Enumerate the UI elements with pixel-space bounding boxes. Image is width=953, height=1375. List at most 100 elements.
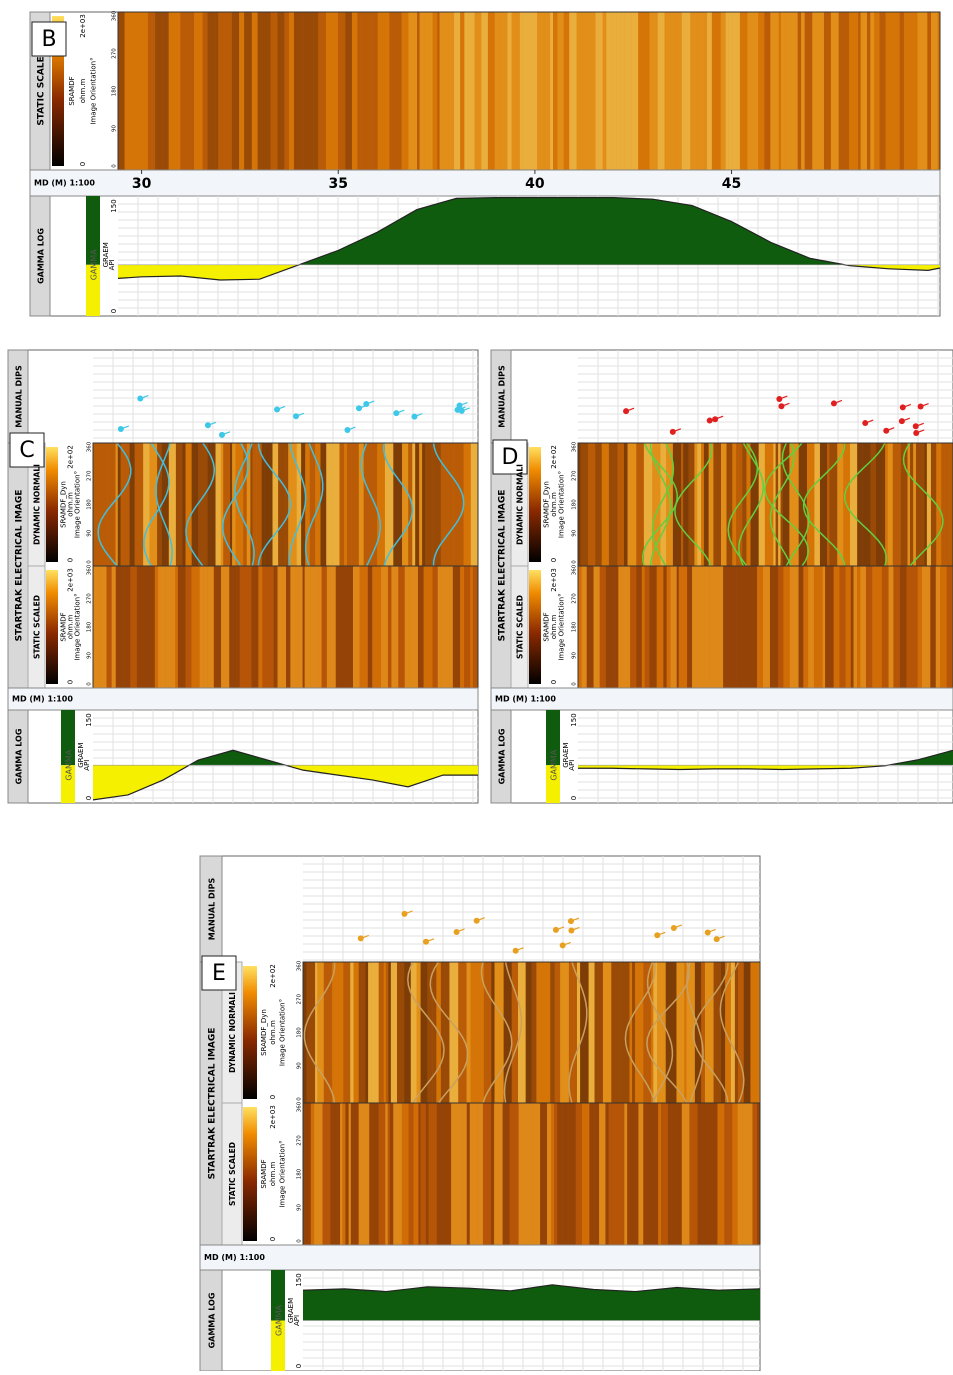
image-stripe <box>872 566 880 688</box>
color-bar <box>529 447 541 562</box>
gamma-min: 0 <box>110 309 118 313</box>
image-stripe <box>553 12 558 170</box>
image-stripe <box>185 443 192 566</box>
image-stripe <box>419 443 423 566</box>
scale-max: 2e+02 <box>550 445 558 469</box>
image-stripe <box>388 962 391 1103</box>
image-stripe <box>302 12 310 170</box>
sinusoid <box>692 962 729 1103</box>
image-stripe <box>423 566 433 688</box>
image-stripe <box>583 12 588 170</box>
image-stripe <box>839 566 846 688</box>
image-stripe <box>757 566 763 688</box>
image-stripe <box>413 1103 419 1245</box>
orientation-label: Image Orientation° <box>90 57 98 124</box>
image-stripe <box>588 443 596 566</box>
image-stripe <box>827 443 830 566</box>
image-stripe <box>462 1103 467 1245</box>
image-stripe <box>422 443 426 566</box>
image-stripe <box>858 12 861 170</box>
image-stripe <box>615 1103 625 1245</box>
image-stripe <box>456 443 464 566</box>
image-stripe <box>371 12 378 170</box>
image-stripe <box>264 443 273 566</box>
md-row <box>199 1244 761 1271</box>
image-stripe <box>701 443 704 566</box>
dip-marker <box>274 406 281 413</box>
md-label: MD (M) 1:100 <box>204 1253 265 1262</box>
image-stripe <box>941 443 950 566</box>
image-stripe <box>229 566 237 688</box>
dip-marker <box>912 423 919 430</box>
image-stripe <box>917 566 920 688</box>
panel: MD (M) 1:100 30 35 40 45 B <box>29 11 941 317</box>
image-stripe <box>338 12 341 170</box>
image-stripe <box>602 12 607 170</box>
image-stripe <box>522 1103 532 1245</box>
orientation-tick: 0 <box>87 682 93 686</box>
dip-marker <box>422 938 429 945</box>
image-stripe <box>550 962 555 1103</box>
image-stripe <box>750 443 759 566</box>
orientation-label: Image Orientation° <box>73 471 81 538</box>
image-stripe <box>470 566 473 688</box>
image-stripe <box>913 443 916 566</box>
image-stripe <box>547 1103 552 1245</box>
image-stripe <box>494 962 500 1103</box>
orientation-tick: 270 <box>297 1135 303 1146</box>
image-stripe <box>651 962 654 1103</box>
image-stripe <box>720 962 726 1103</box>
orientation-tick: 90 <box>112 125 118 132</box>
image-stripe <box>690 12 697 170</box>
image-stripe <box>736 566 743 688</box>
image-stripe <box>652 12 658 170</box>
image-stripe <box>580 443 589 566</box>
gamma-legend-yellow <box>546 765 560 803</box>
image-stripe <box>531 12 538 170</box>
image-stripe <box>724 1103 733 1245</box>
image-stripe <box>277 12 285 170</box>
sinusoid <box>360 443 382 566</box>
image-texture <box>303 962 760 1103</box>
image-stripe <box>301 443 306 566</box>
image-stripe <box>551 1103 554 1245</box>
image-stripe <box>182 443 186 566</box>
dip-marker <box>706 417 713 424</box>
dip-marker <box>393 410 400 417</box>
image-stripe <box>540 1103 548 1245</box>
image-stripe <box>171 443 176 566</box>
image-stripe <box>93 566 100 688</box>
image-stripe <box>257 12 265 170</box>
image-stripe <box>629 962 633 1103</box>
image-stripe <box>803 566 809 688</box>
image-stripe <box>499 962 504 1103</box>
image-stripe <box>732 1103 738 1245</box>
dip-marker <box>704 929 711 936</box>
gamma-legend-yellow <box>86 264 100 316</box>
image-stripe <box>464 566 471 688</box>
image-stripe <box>363 443 373 566</box>
image-stripe <box>372 1103 379 1245</box>
image-stripe <box>643 962 652 1103</box>
image-stripe <box>344 566 354 688</box>
image-stripe <box>806 443 813 566</box>
image-stripe <box>702 1103 710 1245</box>
orientation-tick: 180 <box>87 499 93 510</box>
image-stripe <box>611 962 619 1103</box>
image-stripe <box>285 443 289 566</box>
image-stripe <box>353 566 360 688</box>
orientation-tick: 0 <box>572 560 578 564</box>
image-stripe <box>500 12 508 170</box>
image-stripe <box>643 1103 651 1245</box>
image-stripe <box>131 12 138 170</box>
orientation-tick: 90 <box>572 529 578 536</box>
image-stripe <box>686 962 695 1103</box>
sinusoid <box>303 962 336 1103</box>
image-stripe <box>614 566 619 688</box>
sinusoid <box>764 443 810 566</box>
image-stripe <box>819 443 828 566</box>
image-stripe <box>627 1103 630 1245</box>
image-stripe <box>887 443 893 566</box>
image-stripe <box>360 12 370 170</box>
image-stripe <box>161 443 169 566</box>
